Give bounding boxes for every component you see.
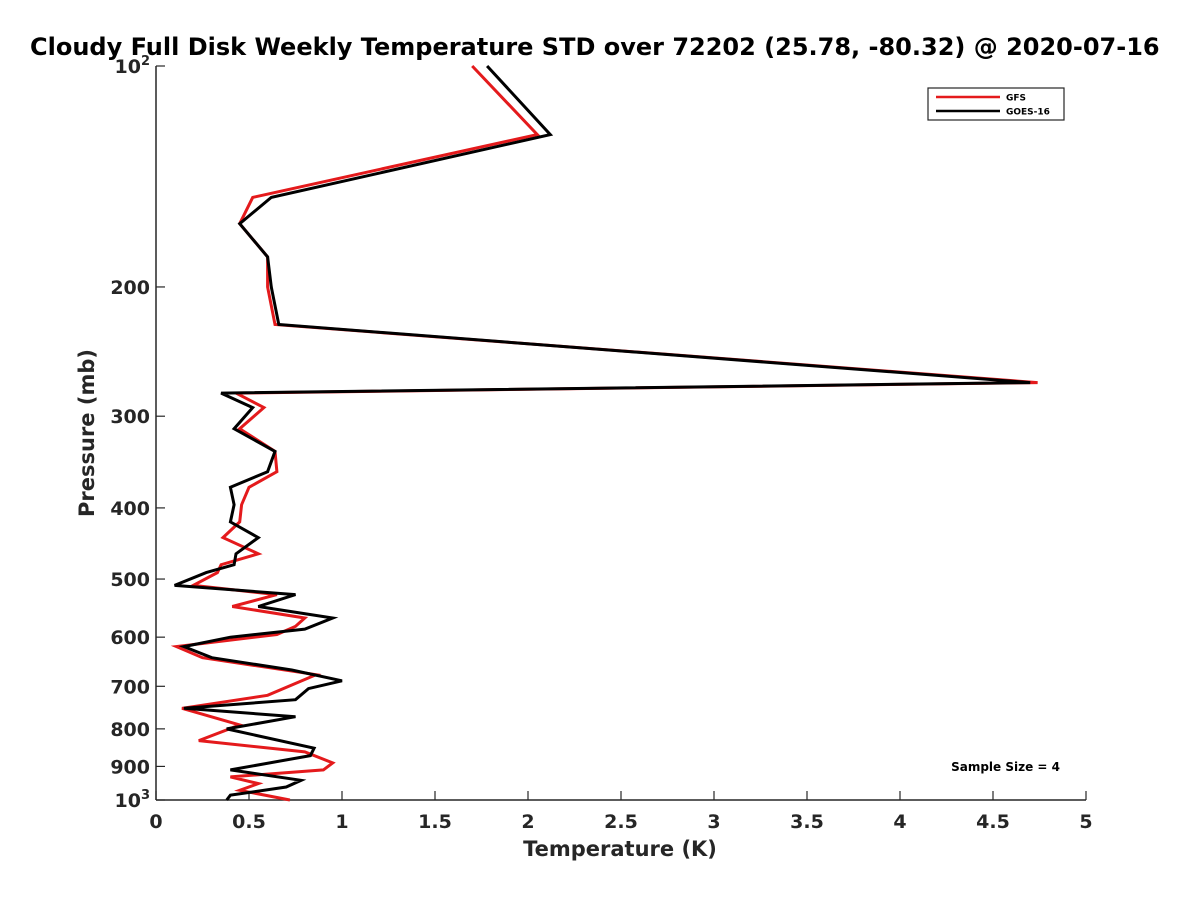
legend-entry: GFS [1006, 94, 1026, 104]
chart-title: Cloudy Full Disk Weekly Temperature STD … [30, 33, 1160, 61]
legend-box [927, 87, 1065, 121]
y-tick-label: 200 [110, 277, 150, 299]
x-axis: 0 0.5 1 1.5 2 2.5 3 3.5 4 4.5 5 [149, 791, 1093, 833]
x-tick-label: 5 [1079, 811, 1092, 833]
y-tick-label: 103 [115, 788, 151, 812]
y-tick-label: 700 [110, 676, 150, 698]
x-tick-label: 1 [335, 811, 348, 833]
x-tick-label: 2 [521, 811, 534, 833]
legend-entry: GOES-16 [1006, 108, 1050, 118]
y-tick-label: 600 [110, 627, 150, 649]
x-axis-label: Temperature (K) [523, 837, 717, 861]
x-tick-label: 2.5 [604, 811, 638, 833]
x-tick-label: 3.5 [790, 811, 824, 833]
legend: GFS GOES-16 [927, 87, 1065, 121]
x-tick-label: 4 [893, 811, 906, 833]
series-layer [170, 64, 1038, 802]
sample-size-annotation: Sample Size = 4 [951, 760, 1060, 774]
y-tick-label: 400 [110, 498, 150, 520]
y-tick-label: 300 [110, 406, 150, 428]
x-tick-label: 3 [707, 811, 720, 833]
y-tick-label: 102 [115, 54, 151, 78]
y-tick-label: 500 [110, 569, 150, 591]
x-tick-label: 0.5 [232, 811, 266, 833]
x-tick-label: 1.5 [418, 811, 452, 833]
y-axis-label: Pressure (mb) [75, 349, 99, 517]
x-tick-label: 0 [149, 811, 162, 833]
x-tick-label: 4.5 [976, 811, 1010, 833]
series-line-goes-16 [174, 64, 1031, 801]
y-axis: 102 200 300 400 500 600 700 800 900 103 [110, 54, 165, 812]
y-tick-label: 900 [110, 756, 150, 778]
y-tick-label: 800 [110, 719, 150, 741]
